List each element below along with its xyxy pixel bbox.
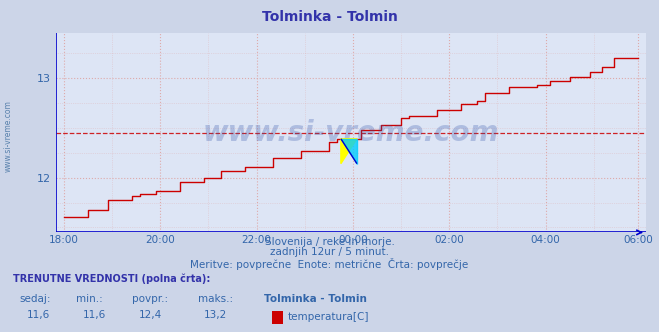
Text: 11,6: 11,6 xyxy=(26,310,49,320)
Text: Tolminka - Tolmin: Tolminka - Tolmin xyxy=(264,294,366,304)
Text: www.si-vreme.com: www.si-vreme.com xyxy=(3,100,13,172)
Text: maks.:: maks.: xyxy=(198,294,233,304)
Text: TRENUTNE VREDNOSTI (polna črta):: TRENUTNE VREDNOSTI (polna črta): xyxy=(13,274,211,285)
Text: min.:: min.: xyxy=(76,294,103,304)
Text: 12,4: 12,4 xyxy=(138,310,161,320)
Text: www.si-vreme.com: www.si-vreme.com xyxy=(203,119,499,147)
Polygon shape xyxy=(341,139,357,164)
Text: povpr.:: povpr.: xyxy=(132,294,168,304)
Text: sedaj:: sedaj: xyxy=(20,294,51,304)
Text: 13,2: 13,2 xyxy=(204,310,227,320)
Text: Tolminka - Tolmin: Tolminka - Tolmin xyxy=(262,10,397,24)
Polygon shape xyxy=(341,139,357,164)
Polygon shape xyxy=(341,139,357,164)
Text: temperatura[C]: temperatura[C] xyxy=(288,312,370,322)
Text: Meritve: povprečne  Enote: metrične  Črta: povprečje: Meritve: povprečne Enote: metrične Črta:… xyxy=(190,258,469,270)
Text: 11,6: 11,6 xyxy=(82,310,105,320)
Text: zadnjih 12ur / 5 minut.: zadnjih 12ur / 5 minut. xyxy=(270,247,389,257)
Text: Slovenija / reke in morje.: Slovenija / reke in morje. xyxy=(264,237,395,247)
